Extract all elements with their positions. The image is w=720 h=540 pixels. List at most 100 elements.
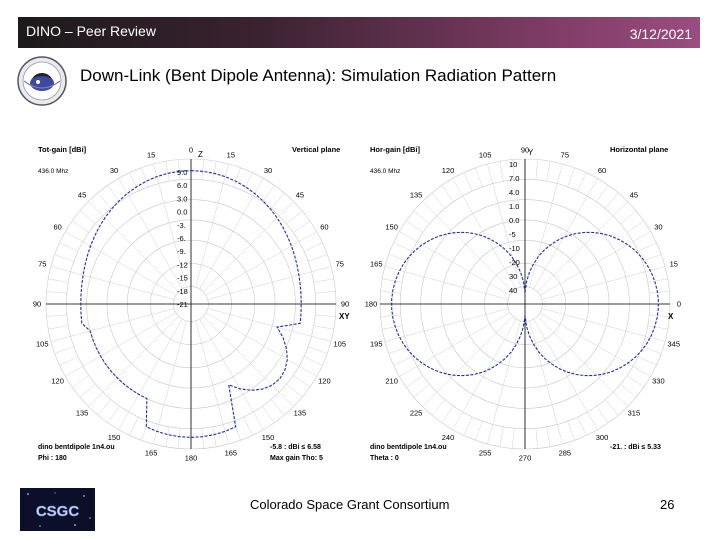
grid-spoke (406, 375, 423, 388)
grid-spoke (649, 291, 670, 294)
grid-spoke (65, 231, 177, 296)
grid-spoke (212, 426, 217, 447)
grid-spoke (596, 406, 609, 423)
grid-spoke (165, 161, 170, 182)
angle-label: 135 (294, 408, 307, 417)
grid-spoke (399, 231, 511, 296)
angle-label: 45 (296, 191, 304, 200)
angle-label: 90 (521, 146, 529, 155)
grid-spoke (393, 242, 413, 252)
angle-label: 105 (36, 339, 49, 348)
csgc-logo-icon: CSGC (20, 488, 95, 531)
horizontal-axis-y: Y (528, 148, 534, 157)
grid-spoke (293, 375, 310, 388)
grid-spoke (308, 254, 328, 262)
grid-spoke (97, 192, 112, 209)
horizontal-freq: 436.0 Mhz (370, 168, 400, 175)
grid-spoke (637, 356, 657, 366)
vertical-freq: 436.0 Mhz (38, 168, 68, 175)
angle-label: 45 (630, 191, 638, 200)
grid-spoke (178, 428, 181, 449)
vertical-footer-range: -5.8 : dBi ≤ 6.58 (270, 444, 321, 451)
grid-spoke (308, 346, 328, 354)
vertical-ring-labels: 9.0 6.0 3.0 0.0 -3. -6. -9. -12 -15 -18 -21 (177, 168, 188, 309)
grid-spoke (541, 308, 666, 342)
grid-spoke (165, 426, 170, 447)
ring-label: 9.0 (177, 168, 187, 177)
grid-spoke (141, 421, 149, 441)
grid-spoke (153, 163, 187, 288)
grid-spoke (620, 383, 637, 398)
grid-spoke (388, 346, 408, 354)
grid-spoke (118, 178, 183, 290)
grid-spoke (315, 314, 336, 317)
grid-spoke (406, 220, 423, 233)
angle-label: 165 (370, 260, 383, 269)
grid-spoke (441, 406, 454, 423)
vertical-header-right: Vertical plane (292, 145, 340, 154)
grid-spoke (303, 356, 323, 366)
grid-spoke (59, 242, 79, 252)
ring-label: -9. (177, 247, 186, 256)
grid-spoke (413, 383, 430, 398)
horizontal-header-left: Hor-gain [dBi] (370, 145, 420, 154)
grid-spoke (262, 406, 275, 423)
grid-spoke (313, 325, 334, 330)
angle-label: 15 (670, 260, 678, 269)
grid-spoke (604, 192, 619, 209)
grid-spoke (129, 416, 139, 436)
grid-spoke (286, 383, 303, 398)
grid-spoke (107, 185, 120, 202)
angle-label: 90 (341, 300, 349, 309)
angle-label: 120 (318, 377, 331, 386)
angle-label: 75 (38, 260, 46, 269)
angle-label: 45 (78, 191, 86, 200)
ring-label: 10 (509, 160, 517, 169)
ring-label: -20 (509, 258, 520, 267)
angle-label: 225 (410, 408, 423, 417)
grid-spoke (270, 399, 285, 416)
header-date: 3/12/2021 (629, 26, 692, 42)
grid-spoke (118, 318, 183, 430)
page-number: 26 (660, 497, 675, 512)
grid-spoke (535, 159, 538, 180)
ring-label: -5 (509, 230, 516, 239)
grid-spoke (141, 167, 149, 187)
grid-spoke (620, 210, 637, 225)
ring-label: -10 (509, 244, 520, 253)
grid-spoke (529, 163, 563, 288)
grid-spoke (537, 316, 628, 407)
grid-spoke (201, 159, 204, 180)
grid-spoke (537, 201, 628, 292)
grid-spoke (413, 210, 430, 225)
grid-spoke (380, 314, 401, 317)
angle-label: 120 (51, 377, 64, 386)
grid-spoke (243, 416, 253, 436)
angle-label: 240 (442, 433, 455, 442)
angle-label: 30 (110, 166, 118, 175)
grid-spoke (533, 318, 598, 430)
ring-label: 0.0 (509, 216, 519, 225)
grid-spoke (647, 278, 668, 283)
grid-spoke (65, 312, 177, 377)
grid-spoke (431, 399, 446, 416)
header-bar: DINO – Peer Review 3/12/2021 (18, 17, 700, 48)
grid-spoke (546, 161, 551, 182)
ring-label: -6. (177, 234, 186, 243)
grid-spoke (452, 318, 517, 430)
ring-label: 7.0 (509, 174, 519, 183)
grid-spoke (207, 266, 332, 300)
grid-spoke (499, 426, 504, 447)
grid-spoke (380, 291, 401, 294)
grid-spoke (422, 316, 513, 407)
grid-spoke (54, 254, 74, 262)
slide-title: Down-Link (Bent Dipole Antenna): Simulat… (80, 66, 557, 85)
grid-spoke (129, 172, 139, 192)
grid-spoke (207, 308, 332, 342)
grid-spoke (541, 266, 666, 300)
grid-spoke (243, 172, 253, 192)
grid-spoke (88, 201, 179, 292)
grid-spoke (50, 266, 175, 300)
grid-spoke (382, 278, 403, 283)
ring-label: 1.0 (509, 202, 519, 211)
